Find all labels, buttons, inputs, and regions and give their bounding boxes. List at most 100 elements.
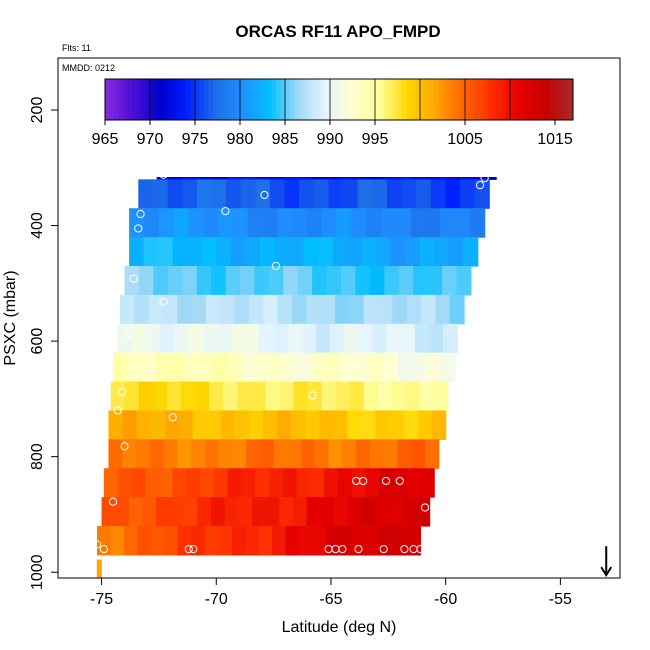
colorbar-swatch [420, 79, 425, 120]
heat-cell [347, 410, 362, 440]
heat-cell [191, 439, 206, 469]
heat-cell [365, 468, 380, 498]
colorbar-swatch [537, 79, 542, 120]
heat-cell [339, 526, 354, 556]
colorbar-swatch [465, 79, 470, 120]
colorbar-tick-label: 970 [137, 131, 164, 148]
heat-cell [245, 526, 260, 556]
colorbar-swatch [154, 79, 160, 120]
heat-cell [206, 410, 222, 440]
heat-cell [234, 294, 250, 325]
heat-cell [123, 526, 139, 556]
colorbar-swatch [505, 79, 511, 120]
heat-cell [265, 381, 280, 412]
heat-cell [167, 266, 183, 296]
heat-cell [380, 526, 395, 556]
colorbar-swatch [195, 79, 200, 120]
heat-cell [343, 323, 359, 354]
heat-cell [417, 410, 433, 440]
colorbar-swatch [240, 79, 245, 120]
markers [96, 546, 613, 578]
heat-cell [425, 208, 441, 238]
colorbar-swatch [141, 79, 146, 120]
heat-cell [349, 381, 365, 412]
colorbar-swatch [226, 79, 232, 120]
heat-cell [204, 439, 220, 469]
heat-cell [386, 323, 402, 354]
heat-cell [211, 179, 227, 209]
colorbar-swatch [321, 79, 326, 120]
colorbar-swatch [532, 79, 538, 120]
heat-cell [349, 294, 365, 325]
heat-cell [158, 468, 174, 498]
heat-cell [415, 497, 431, 527]
heat-cell [312, 352, 328, 383]
heat-cell [326, 526, 341, 556]
colorbar-swatch [546, 79, 551, 120]
heat-cell [445, 179, 461, 209]
heat-cell [383, 439, 399, 469]
heat-cell [372, 179, 388, 209]
heat-cell [245, 237, 261, 267]
heat-cell [251, 497, 267, 527]
heat-cell [306, 294, 322, 325]
colorbar-swatch [208, 79, 214, 120]
heat-cell [291, 410, 306, 440]
x-tick-label: -65 [319, 591, 342, 608]
colorbar-swatch [105, 79, 110, 120]
heat-cell [392, 294, 408, 325]
observation-point [395, 476, 404, 486]
heat-cell [428, 323, 444, 354]
heat-cell [343, 179, 359, 209]
colorbar-swatch [352, 79, 358, 120]
heat-cell [201, 237, 217, 267]
heat-cell [203, 208, 219, 238]
colorbar-swatch [298, 79, 304, 120]
heat-cell [182, 179, 198, 209]
colorbar-tick-label: 995 [362, 131, 389, 148]
heat-cell [174, 323, 189, 354]
heat-cell [265, 497, 280, 527]
heat-cell [152, 381, 168, 412]
heat-cell [103, 468, 119, 498]
heat-cell [393, 526, 408, 556]
heat-cell [227, 468, 243, 498]
heat-cell [200, 468, 215, 498]
colorbar-swatch [168, 79, 173, 120]
heat-cell [389, 410, 405, 440]
heat-cell [205, 294, 221, 325]
heat-cell [128, 497, 144, 527]
colorbar-swatch [244, 79, 250, 120]
y-tick-label: 1000 [29, 554, 46, 590]
colorbar-swatch [262, 79, 268, 120]
heat-cell [358, 323, 373, 354]
heat-cell [319, 410, 334, 440]
heat-cell [421, 294, 436, 325]
heat-cell [306, 497, 321, 527]
heat-cell [315, 323, 331, 354]
heat-cell [226, 352, 242, 383]
heat-cell [366, 208, 382, 238]
heat-cell [124, 381, 140, 412]
heat-cell [333, 497, 349, 527]
heat-cell [150, 410, 166, 440]
colorbar-swatch [271, 79, 277, 120]
heat-cell [398, 266, 414, 296]
heat-cell [321, 208, 338, 238]
colorbar-swatch [361, 79, 367, 120]
colorbar-swatch [406, 79, 412, 120]
heat-cell [425, 439, 440, 469]
heat-cell [357, 179, 373, 209]
colorbar-swatch [384, 79, 389, 120]
colorbar-tick-label: 975 [182, 131, 209, 148]
heat-cell [254, 266, 270, 296]
observation-point [308, 391, 317, 400]
observation-point [159, 297, 168, 306]
heat-cell [196, 266, 212, 296]
heat-cell [328, 179, 344, 209]
colorbar-swatch [528, 79, 533, 120]
heat-cell [369, 352, 385, 383]
heat-cell [259, 323, 274, 354]
colorbar-swatch [289, 79, 295, 120]
